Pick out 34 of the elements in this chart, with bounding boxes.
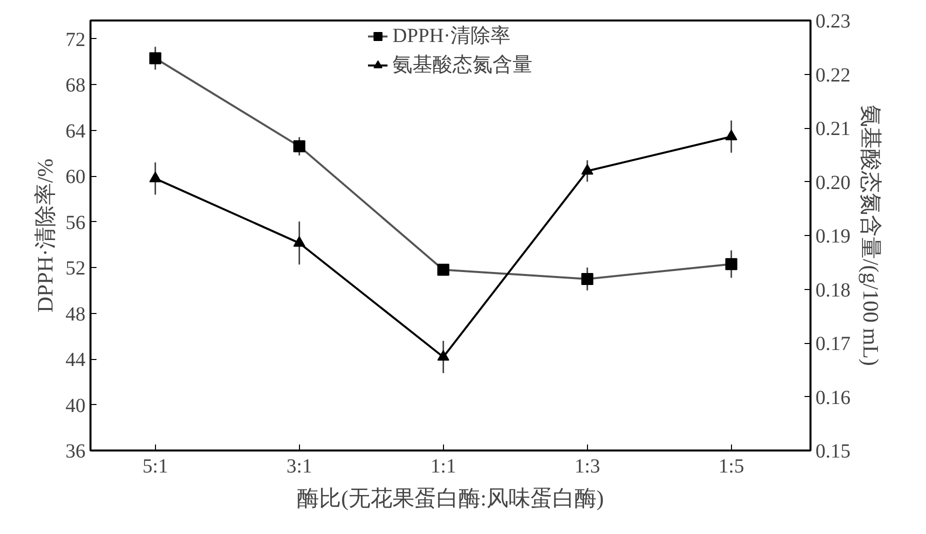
y2-tick-label: 0.23 <box>816 10 850 32</box>
legend-label: DPPH·清除率 <box>392 24 510 49</box>
y2-tick-label: 0.21 <box>816 118 850 140</box>
y-tick-label: 56 <box>66 212 86 234</box>
y-tick-label: 52 <box>66 258 86 280</box>
x-tick-label: 1:5 <box>718 456 744 478</box>
point <box>149 172 162 182</box>
y-tick-label: 72 <box>66 28 86 51</box>
x-tick-label: 3:1 <box>286 456 312 478</box>
y2-axis-title: 氨基酸态氮含量/(g/100 mL) <box>858 105 884 366</box>
y2-tick-label: 0.20 <box>816 172 850 194</box>
y-axis-title: DPPH·清除率/% <box>32 158 58 313</box>
y2-tick-label: 0.16 <box>816 386 850 409</box>
y2-tick-label: 0.19 <box>816 226 850 248</box>
y-tick-label: 44 <box>66 349 86 372</box>
y-tick-label: 36 <box>66 440 86 462</box>
x-tick-label: 1:3 <box>574 456 600 478</box>
point <box>725 130 738 140</box>
point <box>581 164 594 175</box>
y-tick-label: 48 <box>66 303 86 326</box>
legend-label: 氨基酸态氮含量 <box>392 53 532 78</box>
x-tick-label: 1:1 <box>430 456 456 478</box>
y-tick-label: 40 <box>66 394 86 417</box>
point <box>437 350 450 361</box>
y2-tick-label: 0.18 <box>816 279 850 302</box>
point <box>293 236 306 247</box>
y-tick-label: 60 <box>66 166 86 188</box>
y2-tick-label: 0.17 <box>816 333 850 355</box>
y2-tick-label: 0.22 <box>816 64 850 86</box>
y-tick-label: 68 <box>66 74 86 97</box>
y-tick-label: 64 <box>66 120 86 142</box>
x-tick-label: 5:1 <box>142 456 168 478</box>
x-axis-title: 酶比(无花果蛋白酶:风味蛋白酶) <box>297 486 604 510</box>
y2-tick-label: 0.15 <box>816 440 850 462</box>
